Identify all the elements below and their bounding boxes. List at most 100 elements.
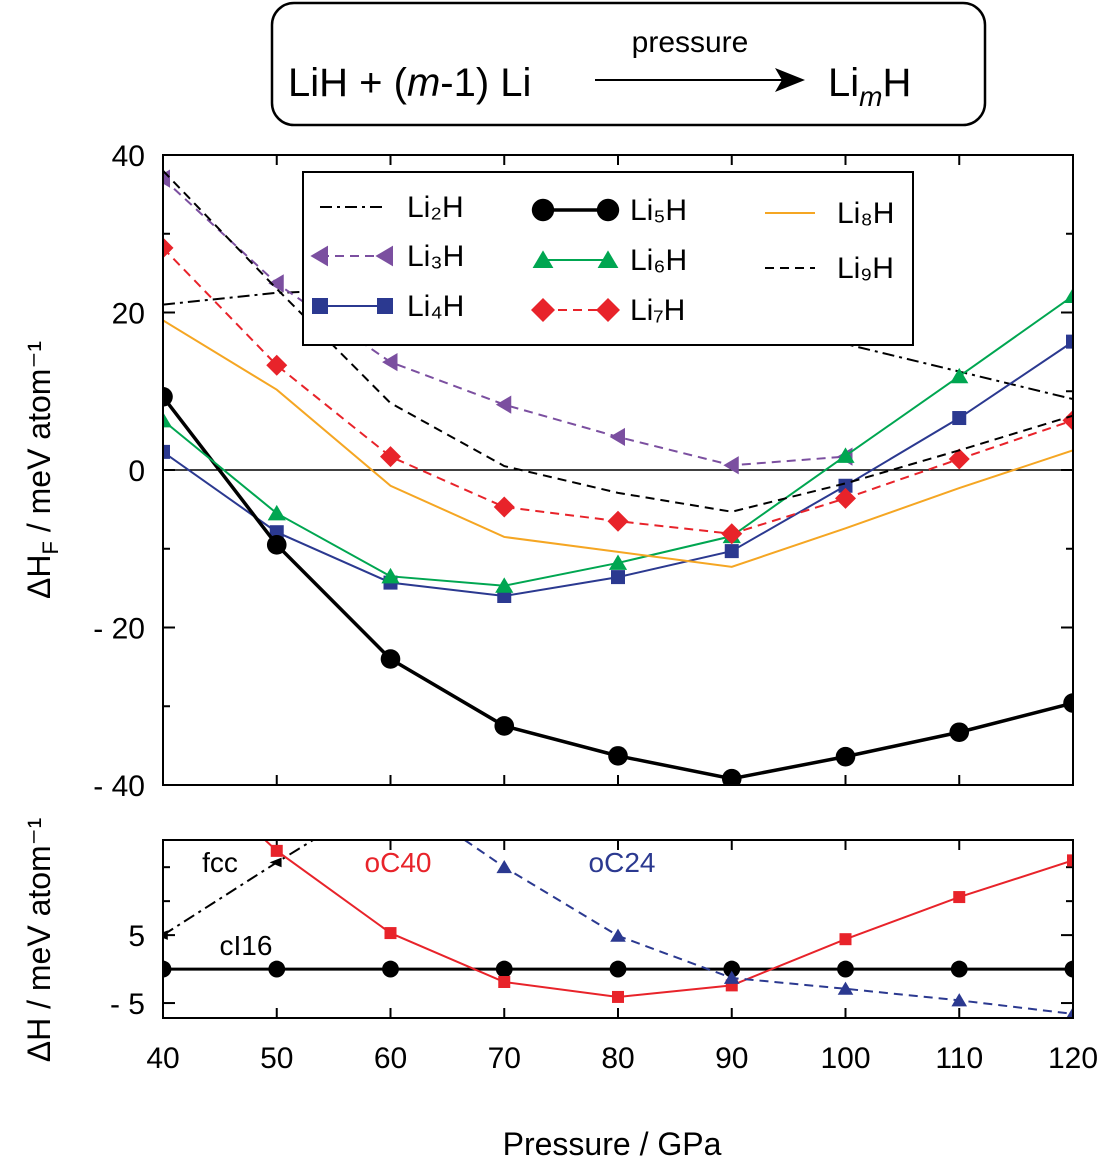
reaction-text: m xyxy=(407,61,440,105)
series-line xyxy=(163,319,1073,568)
series-label: fcc xyxy=(202,847,238,878)
reaction-arrowhead xyxy=(775,68,805,92)
plot-area xyxy=(163,788,1073,1018)
y-axis-label-part: ΔH xyxy=(21,555,57,599)
y-axis-label: ΔH / meV atom⁻¹ xyxy=(21,818,57,1063)
marker xyxy=(597,250,619,268)
reaction-right: LimH xyxy=(828,61,911,112)
marker xyxy=(495,960,513,978)
marker xyxy=(384,927,397,940)
legend-label: Li₈H xyxy=(837,197,894,230)
marker xyxy=(531,198,555,222)
marker xyxy=(721,523,743,545)
y-tick-label: - 5 xyxy=(110,988,145,1021)
marker xyxy=(952,411,967,426)
marker xyxy=(383,788,395,798)
reaction-text: Li xyxy=(828,61,859,105)
marker xyxy=(951,993,968,1007)
series-label: oC24 xyxy=(589,847,656,878)
x-tick-label: 60 xyxy=(374,1042,407,1075)
marker xyxy=(950,367,969,384)
legend-label: Li₆H xyxy=(630,244,687,277)
marker xyxy=(610,928,626,942)
marker xyxy=(163,386,173,407)
marker xyxy=(1063,693,1073,713)
marker xyxy=(612,990,624,1003)
marker xyxy=(723,960,741,978)
marker xyxy=(268,960,286,978)
legend-label: Li₅H xyxy=(630,194,687,227)
marker xyxy=(375,245,393,267)
legend-label: Li₃H xyxy=(407,240,464,273)
marker xyxy=(721,768,742,785)
legend-label: Li₉H xyxy=(837,252,894,285)
marker xyxy=(163,444,170,459)
x-tick-label: 120 xyxy=(1048,1042,1098,1075)
marker xyxy=(1066,334,1073,349)
marker xyxy=(495,577,514,593)
reaction-text: -1) Li xyxy=(440,61,531,105)
marker xyxy=(950,960,968,978)
marker xyxy=(835,487,856,509)
y-axis-label-part: F xyxy=(38,541,63,554)
marker xyxy=(723,970,740,984)
marker xyxy=(723,456,739,475)
x-tick-label: 80 xyxy=(601,1042,634,1075)
marker xyxy=(724,544,739,559)
plot-frame xyxy=(162,839,1074,1019)
marker xyxy=(596,298,620,322)
marker xyxy=(607,510,629,532)
marker xyxy=(382,960,399,978)
y-axis-label: ΔHF / meV atom⁻¹ xyxy=(21,341,63,599)
marker xyxy=(381,567,400,584)
reaction-left: LiH + (m-1) Li xyxy=(288,61,531,105)
marker xyxy=(163,960,172,978)
marker xyxy=(1066,1006,1073,1018)
marker xyxy=(382,353,398,372)
x-tick-label: 40 xyxy=(146,1042,179,1075)
marker xyxy=(163,411,173,428)
marker xyxy=(1067,854,1073,867)
marker xyxy=(493,496,515,518)
marker xyxy=(837,981,854,995)
marker xyxy=(270,844,283,857)
marker xyxy=(380,649,401,669)
series-label: oC40 xyxy=(365,847,432,878)
marker xyxy=(836,447,855,463)
marker xyxy=(532,250,554,268)
x-tick-label: 70 xyxy=(488,1042,521,1075)
marker xyxy=(609,960,627,978)
marker xyxy=(163,237,174,259)
marker xyxy=(268,274,284,293)
marker xyxy=(531,298,555,322)
x-tick-label: 100 xyxy=(820,1042,870,1075)
marker xyxy=(498,975,511,988)
marker xyxy=(1064,960,1073,978)
marker xyxy=(266,535,287,555)
y-axis-label-part: / meV atom⁻¹ xyxy=(21,341,57,541)
x-tick-label: 90 xyxy=(715,1042,748,1075)
marker xyxy=(163,930,168,940)
x-tick-label: 50 xyxy=(260,1042,293,1075)
reaction-text: m xyxy=(859,81,882,112)
series-line xyxy=(163,395,1073,781)
marker xyxy=(837,960,854,978)
legend-label: Li₇H xyxy=(630,294,685,327)
marker xyxy=(377,298,393,314)
marker xyxy=(609,427,625,447)
y-tick-label: - 20 xyxy=(93,613,145,646)
marker xyxy=(1063,287,1073,303)
marker xyxy=(608,746,628,766)
marker xyxy=(835,746,856,767)
reaction-arrow-label: pressure xyxy=(632,26,749,59)
reaction-text: LiH + ( xyxy=(288,61,408,105)
marker xyxy=(266,354,288,376)
marker xyxy=(1062,409,1073,431)
legend-label: Li₂H xyxy=(407,191,464,224)
marker xyxy=(495,395,512,414)
marker xyxy=(496,859,513,874)
x-axis-label: Pressure / GPa xyxy=(503,1126,722,1162)
marker xyxy=(269,857,282,868)
marker xyxy=(310,245,328,267)
marker xyxy=(312,298,328,314)
